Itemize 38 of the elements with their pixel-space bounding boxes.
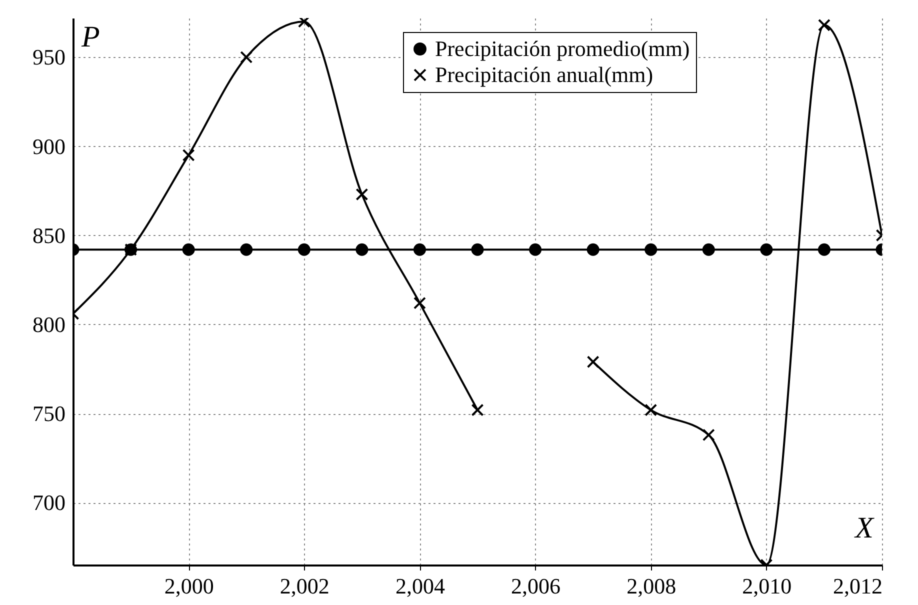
point — [356, 188, 368, 201]
y-tick-label: 900 — [32, 134, 66, 159]
x-tick-label: 2,000 — [164, 574, 214, 598]
point — [413, 296, 426, 310]
point — [413, 243, 426, 256]
point — [182, 148, 195, 162]
x-tick-label: 2,012 — [833, 574, 882, 598]
y-tick-label: 700 — [32, 490, 66, 516]
point — [760, 243, 773, 256]
y-axis-title: P — [80, 20, 100, 54]
y-tick-label: 850 — [32, 222, 66, 248]
point — [471, 243, 484, 256]
legend-label: Precipitación promedio(mm) — [435, 36, 690, 61]
x-tick-label: 2,004 — [395, 574, 445, 598]
point — [471, 404, 484, 416]
point — [356, 243, 368, 256]
x-tick-label: 2,006 — [511, 574, 561, 598]
point — [818, 243, 830, 256]
point — [702, 243, 715, 256]
point — [182, 243, 195, 256]
x-tick-label: 2,010 — [742, 574, 792, 598]
x-tick-label: 2,002 — [280, 574, 330, 598]
point — [644, 243, 658, 256]
point — [240, 243, 253, 256]
point — [586, 356, 600, 368]
point — [818, 18, 830, 32]
x-tick-label: 2,008 — [626, 574, 676, 598]
point — [298, 243, 310, 256]
x-axis-title: X — [854, 512, 876, 544]
y-tick-label: 800 — [32, 312, 66, 337]
point — [644, 404, 658, 416]
y-tick-label: 750 — [32, 401, 66, 426]
point — [240, 50, 253, 64]
y-tick-label: 950 — [32, 44, 66, 70]
legend-label: Precipitación anual(mm) — [435, 62, 654, 87]
point — [586, 243, 600, 256]
point — [529, 243, 542, 256]
point — [702, 428, 715, 442]
